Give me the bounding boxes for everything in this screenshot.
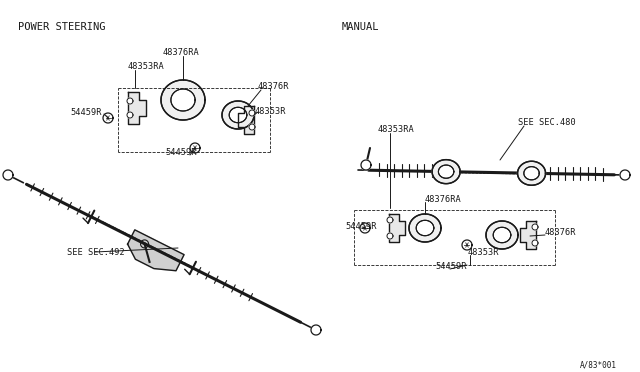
Text: 48376RA: 48376RA [425, 195, 461, 204]
Text: SEE SEC.492: SEE SEC.492 [67, 248, 125, 257]
Polygon shape [3, 170, 13, 180]
Polygon shape [249, 124, 255, 130]
Polygon shape [311, 325, 321, 335]
Polygon shape [171, 89, 195, 111]
Polygon shape [532, 224, 538, 230]
Polygon shape [416, 220, 434, 236]
Polygon shape [238, 106, 254, 134]
Polygon shape [249, 110, 255, 116]
Polygon shape [361, 160, 371, 170]
Text: POWER STEERING: POWER STEERING [18, 22, 106, 32]
Text: 54459R: 54459R [70, 108, 102, 117]
Polygon shape [486, 221, 518, 249]
Polygon shape [387, 233, 393, 239]
Text: 48353RA: 48353RA [128, 62, 164, 71]
Polygon shape [493, 227, 511, 243]
Text: 48376R: 48376R [258, 82, 289, 91]
Polygon shape [222, 101, 254, 129]
Polygon shape [432, 160, 460, 184]
Polygon shape [438, 165, 454, 178]
Text: 48353RA: 48353RA [378, 125, 415, 134]
Text: 54459R: 54459R [165, 148, 196, 157]
Polygon shape [409, 214, 441, 242]
Text: 48376RA: 48376RA [163, 48, 200, 57]
Polygon shape [389, 214, 405, 242]
Polygon shape [127, 98, 133, 104]
Text: 54459R: 54459R [435, 262, 467, 271]
Polygon shape [518, 161, 545, 185]
Polygon shape [129, 92, 146, 124]
Text: 48353R: 48353R [468, 248, 499, 257]
Polygon shape [127, 112, 133, 118]
Text: MANUAL: MANUAL [342, 22, 380, 32]
Text: 54459R: 54459R [345, 222, 376, 231]
Polygon shape [103, 113, 113, 123]
Text: 48376R: 48376R [545, 228, 577, 237]
Polygon shape [462, 240, 472, 250]
Polygon shape [127, 230, 184, 271]
Polygon shape [190, 143, 200, 153]
Text: SEE SEC.480: SEE SEC.480 [518, 118, 576, 127]
Polygon shape [387, 217, 393, 223]
Polygon shape [229, 107, 247, 123]
Polygon shape [532, 240, 538, 246]
Polygon shape [360, 223, 370, 233]
Polygon shape [524, 167, 540, 180]
Text: 48353R: 48353R [255, 107, 287, 116]
Polygon shape [520, 221, 536, 249]
Polygon shape [161, 80, 205, 120]
Text: A/83*001: A/83*001 [580, 360, 617, 369]
Polygon shape [620, 170, 630, 180]
